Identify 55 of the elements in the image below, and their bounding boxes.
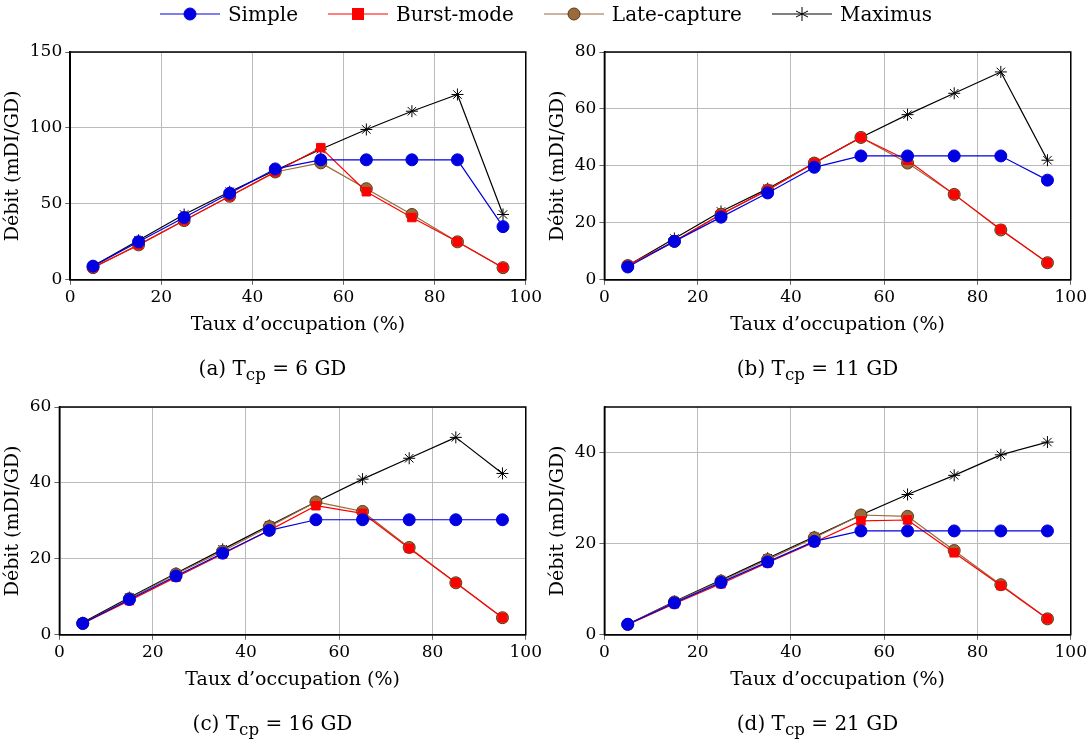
x-tick-label: 100 — [509, 286, 542, 307]
text: (b) T$_{cp}$ = 11 GD — [735, 356, 900, 384]
text: (d) T$_{cp}$ = 21 GD — [735, 711, 900, 739]
legend-label: Burst-mode — [396, 2, 514, 26]
x-tick-label: 60 — [873, 286, 896, 307]
y-axis-title: Débit (mDI/GD) — [0, 90, 23, 242]
y-tick-label: 100 — [29, 116, 63, 137]
y-tick-label: 150 — [29, 40, 63, 61]
y-tick-label: 40 — [574, 154, 597, 175]
y-tick-label: 20 — [29, 547, 52, 568]
x-tick-label: 0 — [599, 286, 610, 307]
x-tick-label: 100 — [1054, 286, 1087, 307]
x-tick-label: 40 — [780, 286, 802, 307]
text: (c) T$_{cp}$ = 16 GD — [191, 711, 354, 739]
x-axis-title: Taux d’occupation (%) — [730, 311, 945, 334]
x-tick-label: 60 — [328, 641, 351, 662]
legend-label: Simple — [227, 2, 298, 26]
legend-label: Maximus — [839, 2, 933, 26]
x-tick-label: 20 — [141, 641, 164, 662]
y-tick-label: 60 — [574, 97, 597, 118]
x-tick-label: 80 — [966, 286, 989, 307]
y-axis-title: Débit (mDI/GD) — [545, 90, 568, 242]
x-axis-title: Taux d’occupation (%) — [185, 666, 400, 689]
y-tick-label: 80 — [574, 40, 597, 61]
y-tick-label: 0 — [40, 623, 52, 644]
x-tick-label: 60 — [873, 641, 896, 662]
x-tick-label: 0 — [599, 641, 610, 662]
x-tick-label: 20 — [150, 286, 173, 307]
x-tick-label: 40 — [241, 286, 264, 307]
text: (a) T$_{cp}$ = 6 GD — [197, 356, 348, 384]
y-axis-title: Débit (mDI/GD) — [545, 445, 568, 597]
x-tick-label: 40 — [235, 641, 257, 662]
y-tick-label: 60 — [29, 395, 52, 416]
y-tick-label: 0 — [51, 268, 63, 289]
x-tick-label: 0 — [64, 286, 76, 307]
y-axis-title: Débit (mDI/GD) — [0, 445, 23, 597]
y-tick-label: 50 — [40, 192, 63, 213]
x-tick-label: 80 — [423, 286, 446, 307]
y-tick-label: 0 — [585, 623, 597, 644]
y-tick-label: 0 — [585, 268, 597, 289]
x-axis-title: Taux d’occupation (%) — [190, 311, 406, 334]
y-tick-label: 20 — [574, 532, 597, 553]
x-tick-label: 40 — [780, 641, 802, 662]
legend-label: Late-capture — [611, 2, 742, 26]
x-tick-label: 80 — [421, 641, 444, 662]
x-tick-label: 100 — [1054, 641, 1087, 662]
y-tick-label: 40 — [574, 440, 597, 461]
x-tick-label: 60 — [332, 286, 355, 307]
x-tick-label: 100 — [509, 641, 542, 662]
x-axis-title: Taux d’occupation (%) — [730, 666, 945, 689]
x-tick-label: 20 — [686, 286, 709, 307]
y-tick-label: 20 — [574, 211, 597, 232]
x-tick-label: 80 — [966, 641, 989, 662]
x-tick-label: 20 — [686, 641, 709, 662]
y-tick-label: 40 — [29, 471, 52, 492]
